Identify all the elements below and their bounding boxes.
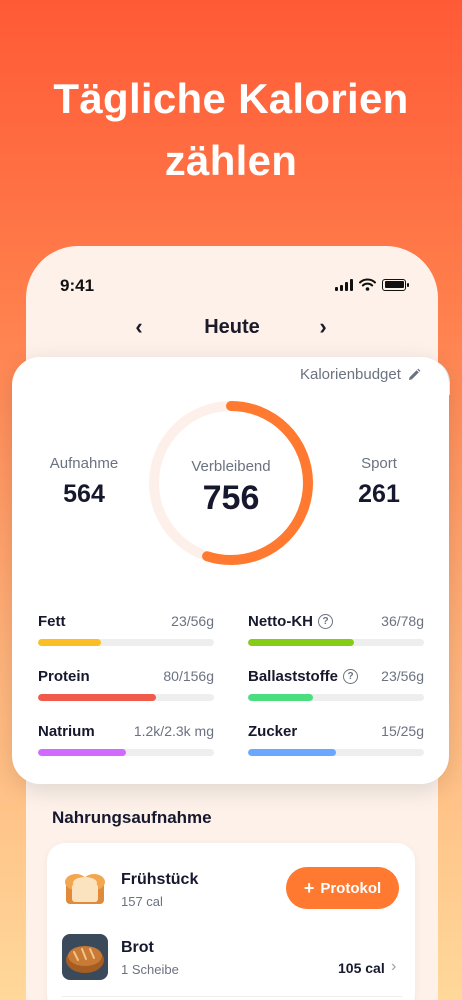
- food-item-portion: 1 Scheibe: [121, 962, 179, 977]
- pencil-icon: [408, 368, 421, 380]
- budget-edit[interactable]: Kalorienbudget: [300, 366, 421, 383]
- budget-label: Kalorienbudget: [300, 366, 401, 383]
- prev-day-button[interactable]: ‹: [135, 314, 143, 339]
- date-title: Heute: [204, 315, 260, 338]
- macro-name: Protein: [38, 667, 90, 685]
- info-icon[interactable]: ?: [343, 668, 359, 684]
- intake-value: 564: [63, 480, 105, 508]
- plus-icon: +: [303, 877, 315, 898]
- macro-name: Fett: [38, 612, 66, 630]
- meal-name: Frühstück: [121, 871, 199, 888]
- macro-value: 1.2k/2.3k mg: [133, 723, 214, 739]
- macro-bar: [248, 639, 424, 646]
- log-button-label: Protokol: [320, 879, 382, 897]
- exercise-label: Sport: [361, 455, 397, 472]
- macro-name: Natrium: [38, 722, 95, 740]
- bread-icon: [65, 874, 105, 904]
- macro-bar-fill: [38, 749, 126, 756]
- exercise-value: 261: [358, 480, 400, 508]
- info-icon[interactable]: ?: [318, 613, 333, 629]
- macro-value: 36/78g: [381, 613, 424, 629]
- ring-progress: [149, 401, 313, 565]
- macro-natrium: Natrium 1.2k/2.3k mg: [38, 721, 214, 756]
- intake-label: Aufnahme: [49, 455, 119, 472]
- headline: Tägliche Kalorien zählen: [0, 68, 462, 192]
- status-time: 9:41: [60, 276, 95, 295]
- remaining-ring: [149, 401, 313, 565]
- wifi-icon: [359, 278, 376, 291]
- macro-bar-fill: [248, 639, 354, 646]
- chevron-right-icon[interactable]: ›: [391, 958, 397, 975]
- macro-bar-fill: [38, 639, 102, 646]
- status-icons: [335, 278, 409, 291]
- macro-value: 23/56g: [381, 668, 424, 684]
- macro-bar: [38, 639, 214, 646]
- battery-icon: [382, 278, 409, 291]
- remaining-label: Verbleibend: [191, 458, 271, 475]
- macro-protein: Protein 80/156g: [38, 666, 214, 701]
- macro-bar: [38, 749, 214, 756]
- macro-bar-fill: [38, 694, 156, 701]
- signal-icon: [335, 278, 353, 291]
- intake-stat: Aufnahme 564: [40, 455, 128, 509]
- macro-bar: [38, 694, 214, 701]
- macro-name: Zucker: [248, 722, 298, 740]
- food-item-name: Brot: [121, 939, 154, 956]
- remaining-stat: Verbleibend 756: [146, 458, 316, 518]
- macro-value: 80/156g: [163, 668, 214, 684]
- macro-fett: Fett 23/56g: [38, 611, 214, 646]
- exercise-stat: Sport 261: [340, 455, 418, 509]
- remaining-value: 756: [202, 479, 260, 517]
- bread-loaf-icon: [62, 934, 108, 980]
- macro-ballaststoffe: Ballaststoffe? 23/56g: [248, 666, 424, 701]
- macro-bar: [248, 749, 424, 756]
- divider: [62, 996, 402, 997]
- macro-name: Netto-KH: [248, 612, 313, 630]
- macro-value: 23/56g: [171, 613, 214, 629]
- headline-line-2: zählen: [164, 137, 298, 184]
- next-day-button[interactable]: ›: [319, 314, 327, 339]
- food-log-title: Nahrungsaufnahme: [52, 808, 212, 827]
- macro-zucker: Zucker 15/25g: [248, 721, 424, 756]
- macro-bar: [248, 694, 424, 701]
- macro-bar-fill: [248, 694, 314, 701]
- macro-value: 15/25g: [381, 723, 424, 739]
- date-nav: ‹ Heute ›: [26, 312, 438, 342]
- macro-name: Ballaststoffe: [248, 667, 339, 685]
- log-meal-button[interactable]: + Protokol: [286, 867, 399, 909]
- summary-card: [12, 357, 449, 784]
- macro-bar-fill: [248, 749, 336, 756]
- headline-line-1: Tägliche Kalorien: [53, 75, 409, 122]
- food-item-calories: 105 cal: [338, 960, 385, 976]
- macro-netto-kh: Netto-KH? 36/78g: [248, 611, 424, 646]
- meal-calories: 157 cal: [121, 894, 163, 909]
